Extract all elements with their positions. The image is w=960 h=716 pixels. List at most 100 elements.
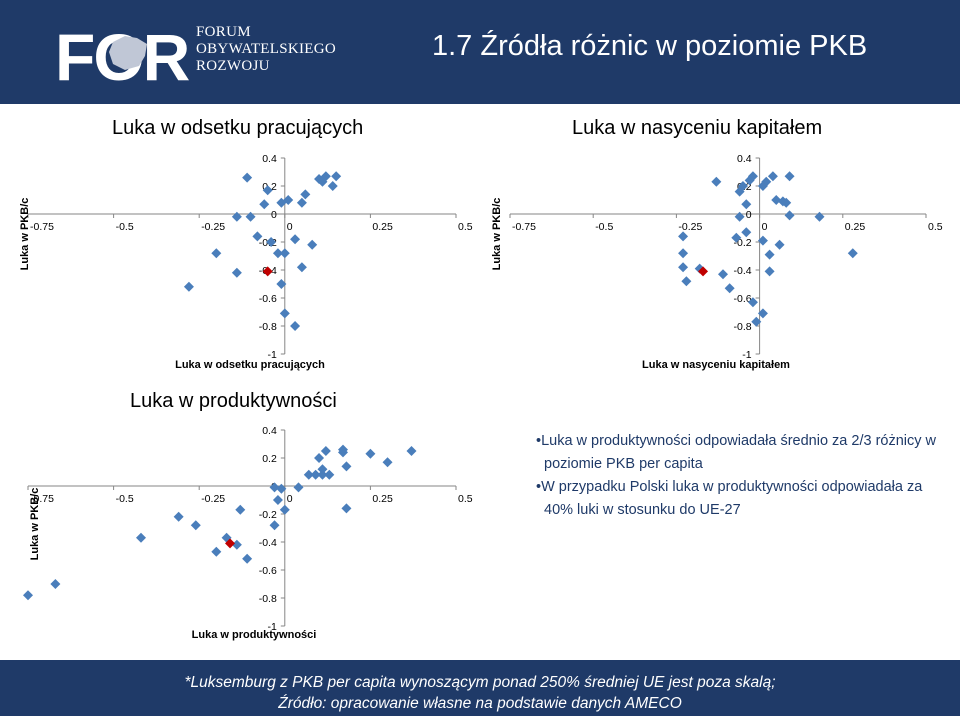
x-tick-label: -0.25 (201, 221, 225, 233)
y-tick-label: -0.2 (259, 509, 277, 521)
x-tick-label: -0.75 (30, 493, 54, 505)
data-point (242, 172, 253, 183)
x-tick-label: 0 (287, 493, 293, 505)
data-point (784, 210, 795, 221)
data-point (741, 199, 752, 210)
scatter-chart-employment-gap: -0.75-0.5-0.2500.250.50.40.20-0.2-0.4-0.… (19, 153, 473, 371)
data-point (269, 520, 280, 531)
y-tick-label: -0.8 (259, 593, 277, 605)
x-tick-label: 0.5 (458, 493, 473, 505)
data-point (279, 308, 290, 319)
y-tick-label: 0 (271, 209, 277, 221)
data-point (757, 235, 768, 246)
data-point (764, 249, 775, 260)
data-point (771, 195, 782, 205)
data-point (293, 482, 304, 493)
y-tick-label: -0.6 (259, 293, 277, 305)
data-point (724, 283, 735, 294)
footer-source: Źródło: opracowanie własne na podstawie … (278, 695, 682, 712)
x-axis-title: Luka w produktywności (192, 629, 317, 641)
x-tick-label: 0.25 (372, 493, 393, 505)
data-point (283, 195, 294, 205)
summary-bullet: •Luka w produktywności odpowiadała średn… (536, 433, 937, 472)
data-point (406, 446, 417, 456)
x-tick-label: -0.5 (116, 493, 134, 505)
data-point (296, 197, 307, 208)
data-point (338, 444, 349, 455)
chart-title: Luka w produktywności (130, 390, 337, 412)
slide-title: 1.7 Źródła różnic w poziomie PKB (432, 30, 868, 62)
data-point (320, 446, 331, 456)
data-point (279, 504, 290, 515)
data-point (761, 176, 772, 187)
x-tick-label: -0.75 (30, 221, 54, 233)
x-tick-label: -0.5 (116, 221, 134, 233)
data-point (211, 546, 222, 557)
data-point (331, 171, 342, 182)
data-point-poland (262, 266, 273, 277)
data-point (231, 539, 242, 550)
for-logo-mark: FOR (55, 20, 192, 86)
data-point-poland (698, 266, 709, 277)
y-tick-label: -1 (742, 349, 751, 361)
logo-line: ROZWOJU (196, 58, 270, 74)
data-point (678, 262, 689, 273)
data-point (310, 469, 321, 480)
data-point (678, 248, 689, 259)
data-point (231, 211, 242, 222)
x-axis-title: Luka w nasyceniu kapitałem (642, 359, 790, 371)
y-tick-label: -0.4 (734, 265, 752, 277)
data-point (242, 553, 253, 564)
scatter-chart-capital-gap: -0.75-0.5-0.2500.250.50.40.20-0.2-0.4-0.… (491, 153, 943, 371)
data-point (259, 199, 270, 210)
data-point (252, 231, 263, 242)
y-tick-label: -0.8 (734, 321, 752, 333)
data-point (235, 504, 246, 515)
data-point (737, 181, 748, 191)
data-point (711, 176, 722, 187)
data-point (317, 469, 328, 480)
data-point (290, 321, 301, 331)
y-tick-label: -0.6 (734, 293, 752, 305)
data-point (183, 281, 194, 292)
data-point (231, 267, 242, 278)
x-tick-label: 0 (287, 221, 293, 233)
y-tick-label: 0.4 (737, 153, 752, 165)
slide-header: FOR FORUM OBYWATELSKIEGO ROZWOJU 1.7 Źró… (0, 0, 960, 104)
data-point (135, 532, 146, 543)
x-axis-title: Luka w odsetku pracujących (175, 359, 325, 371)
data-point (781, 197, 792, 208)
x-tick-label: -0.75 (512, 221, 536, 233)
data-point (681, 276, 692, 287)
data-point (296, 262, 307, 273)
x-tick-label: -0.25 (201, 493, 225, 505)
data-point (741, 227, 752, 238)
data-point (717, 269, 728, 280)
poland-map-icon (109, 36, 147, 70)
data-point (764, 266, 775, 277)
y-tick-label: 0.4 (262, 153, 277, 165)
x-tick-label: 0.5 (458, 221, 473, 233)
data-point (303, 469, 314, 480)
data-point (341, 503, 352, 514)
data-point (747, 171, 758, 182)
data-point (767, 171, 778, 182)
x-tick-label: -0.5 (595, 221, 613, 233)
scatter-chart-productivity-gap: -0.75-0.5-0.2500.250.50.40.20-0.2-0.4-0.… (23, 425, 473, 641)
data-point (314, 453, 325, 463)
data-point (279, 248, 290, 259)
data-point (266, 237, 277, 247)
data-point (211, 248, 222, 259)
data-point (272, 248, 283, 259)
data-point (814, 211, 825, 222)
data-point (190, 520, 201, 531)
x-tick-label: 0.25 (845, 221, 866, 233)
y-tick-label: 0 (746, 209, 752, 221)
data-point (747, 297, 758, 308)
logo-text: FORUM OBYWATELSKIEGO ROZWOJU (196, 24, 336, 75)
data-point (23, 590, 33, 601)
data-point (276, 279, 287, 289)
data-point (276, 483, 287, 494)
data-point (307, 239, 318, 250)
data-point (757, 308, 768, 319)
